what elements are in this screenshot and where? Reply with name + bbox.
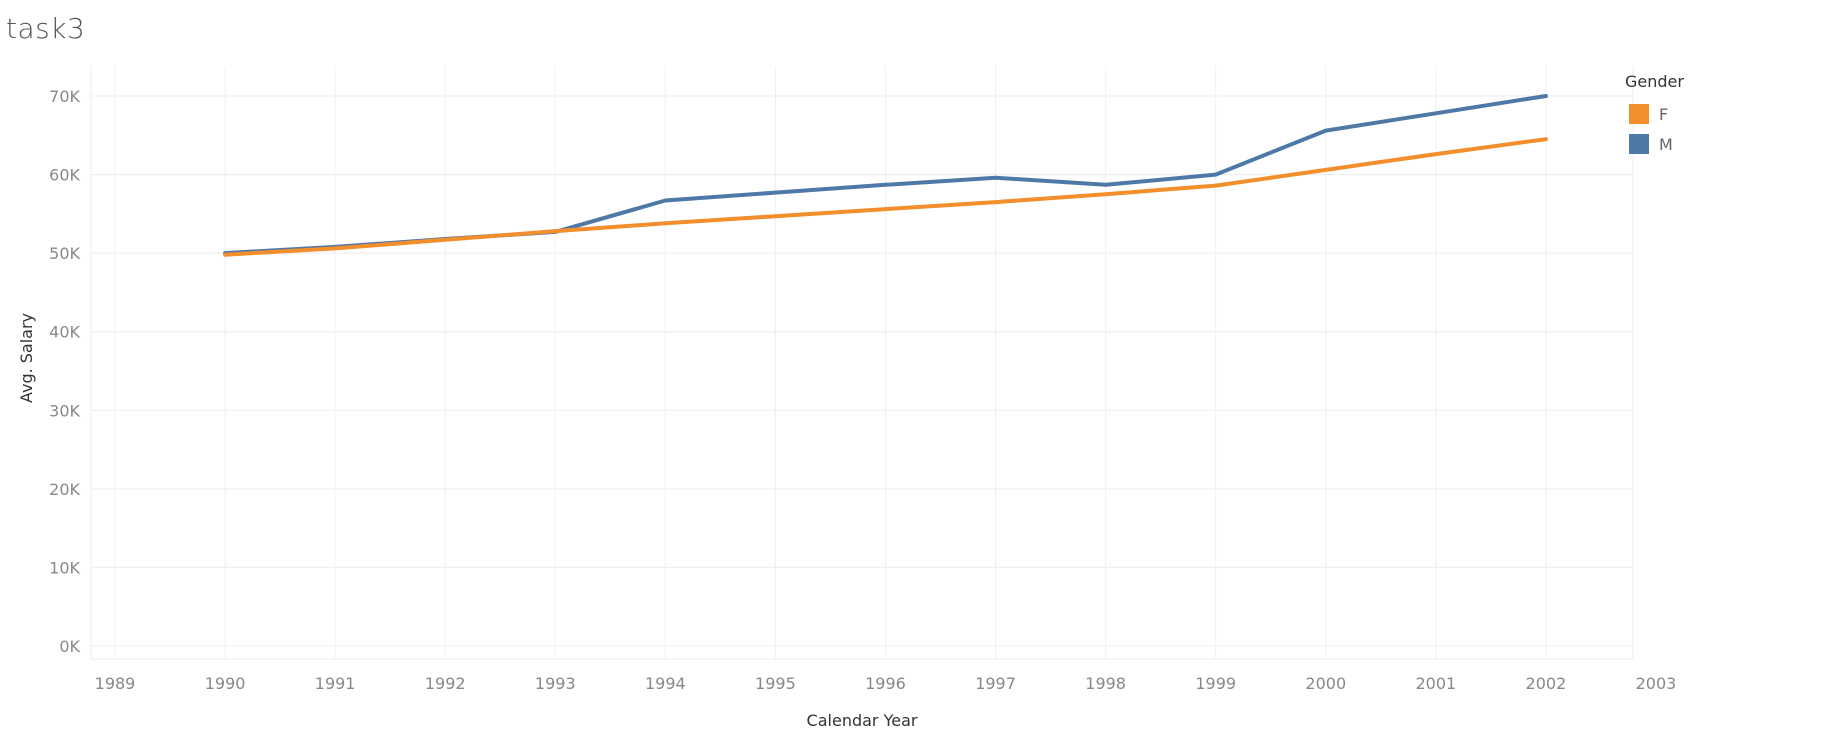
- y-tick-label: 40K: [49, 323, 80, 342]
- x-tick-label: 1998: [1085, 674, 1126, 693]
- x-tick-label: 1990: [205, 674, 246, 693]
- y-tick-label: 20K: [49, 480, 80, 499]
- legend-item-m[interactable]: M: [1625, 129, 1684, 159]
- x-tick-label: 1992: [425, 674, 466, 693]
- legend-label-m: M: [1659, 134, 1673, 154]
- x-tick-label: 1997: [975, 674, 1016, 693]
- x-tick-label: 1989: [95, 674, 136, 693]
- legend: Gender F M: [1625, 72, 1684, 159]
- y-tick-label: 70K: [49, 87, 80, 106]
- x-tick-label: 1995: [755, 674, 796, 693]
- y-tick-label: 50K: [49, 244, 80, 263]
- y-axis-label: Avg. Salary: [17, 313, 36, 403]
- x-tick-label: 2003: [1636, 674, 1677, 693]
- series-line-f[interactable]: [223, 137, 1548, 257]
- legend-swatch-m: [1629, 134, 1649, 154]
- y-tick-label: 10K: [49, 558, 80, 577]
- y-tick-label: 60K: [49, 166, 80, 185]
- x-tick-label: 1996: [865, 674, 906, 693]
- chart-grid: [90, 66, 1634, 660]
- legend-swatch-f: [1629, 104, 1649, 124]
- chart-title: task3: [6, 12, 86, 45]
- y-tick-label: 30K: [49, 401, 80, 420]
- x-tick-label: 1994: [645, 674, 686, 693]
- x-tick-label: 2001: [1415, 674, 1456, 693]
- x-tick-label: 1993: [535, 674, 576, 693]
- x-tick-label: 1991: [315, 674, 356, 693]
- x-tick-label: 2002: [1526, 674, 1567, 693]
- x-tick-label: 1999: [1195, 674, 1236, 693]
- x-axis-ticks: 1989 1990 1991 1992 1993 1994 1995 1996 1997 1998…: [95, 674, 1677, 693]
- legend-item-f[interactable]: F: [1625, 99, 1684, 129]
- series-lines: [223, 94, 1548, 257]
- y-tick-label: 0K: [59, 637, 80, 656]
- x-tick-label: 2000: [1305, 674, 1346, 693]
- x-axis-label: Calendar Year: [807, 711, 918, 730]
- legend-label-f: F: [1659, 104, 1669, 124]
- legend-title: Gender: [1625, 72, 1684, 91]
- y-axis-ticks: 0K 10K 20K 30K 40K 50K 60K 70K: [49, 87, 80, 656]
